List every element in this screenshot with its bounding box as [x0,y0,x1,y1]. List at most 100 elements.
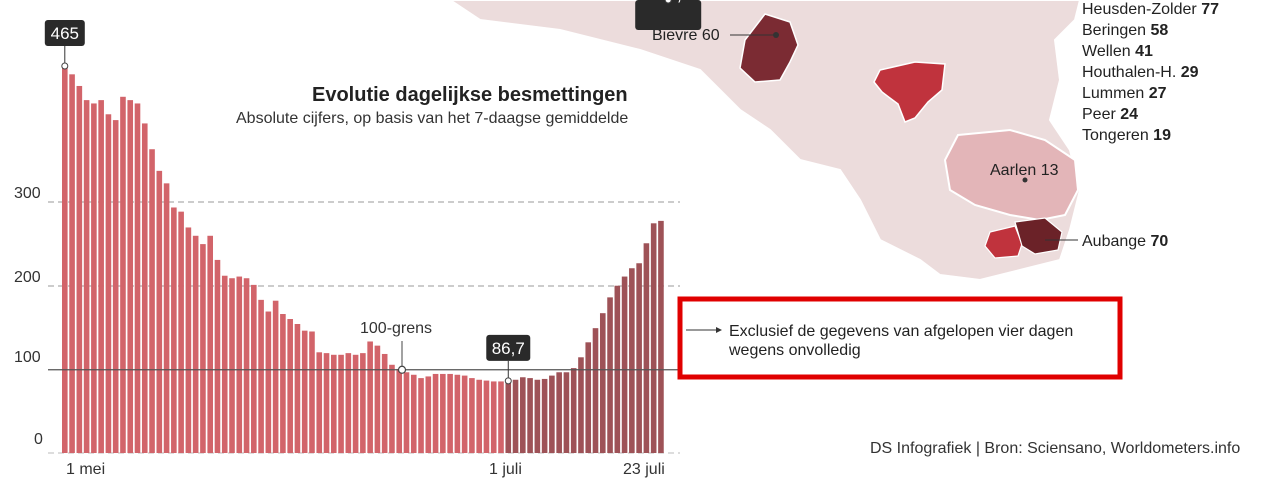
bar [163,183,170,453]
bar [207,235,213,453]
map-region-luxembourg [943,128,1080,222]
bar [345,353,352,453]
bar [120,96,126,453]
bar [309,331,315,453]
province-map [448,0,1082,282]
bar [374,345,381,453]
bar [643,243,650,453]
source-credit: DS Infografiek | Bron: Sciensano, Worldo… [870,440,1240,457]
bar [69,74,75,453]
bievre-marker [773,32,779,38]
bar [425,376,432,453]
bar [272,300,279,453]
bar [658,220,664,453]
chart-subtitle: Absolute cijfers, op basis van het 7-daa… [236,110,628,127]
bar [316,352,323,453]
bar [476,379,482,453]
municipality-item: Lummen 27 [1082,85,1167,102]
municipality-item: Heusden-Zolder 77 [1082,1,1219,18]
bar [352,354,359,453]
note-arrow-head [716,327,722,333]
bar [454,374,461,453]
callout-marker [664,0,672,4]
bar [200,244,206,453]
bar [367,341,373,453]
bar [91,103,97,453]
bar [410,374,417,453]
bar [607,297,613,453]
bar [650,223,657,453]
chart-title: Evolutie dagelijkse besmettingen [312,84,628,106]
bar [534,379,541,453]
bar [192,235,199,453]
municipality-item: Houthalen-H. 29 [1082,64,1199,81]
bar [214,259,221,453]
bar [280,314,286,453]
bar [570,368,577,453]
bar [527,378,533,453]
bar [338,354,344,453]
bar [563,372,570,453]
bar [636,263,642,453]
chart-bars [62,66,664,454]
x-tick-label: 23 juli [623,461,665,478]
note-line-2: wegens onvolledig [728,342,861,359]
bar [360,353,366,453]
bar [178,211,184,453]
bar [418,378,424,453]
bar [98,100,104,454]
bar [221,275,228,453]
x-axis: 1 mei 1 juli 23 juli [66,461,665,478]
bar [389,364,395,453]
bar [127,100,134,454]
bar [134,103,141,453]
callout-box [486,334,531,361]
bar [323,353,330,453]
bar [520,377,526,453]
bar [432,373,439,453]
bar [330,354,337,453]
bar [76,85,83,453]
map-label-bievre: Bievre 60 [652,27,720,44]
map-label-aarlen: Aarlen 13 [990,162,1059,179]
bar [265,311,272,453]
bar [541,378,548,453]
bar [498,381,504,453]
y-axis: 300 200 100 0 [14,185,43,448]
bar [461,375,468,453]
map-region-south-1 [984,225,1023,259]
bar [258,299,264,453]
bar [229,278,235,453]
bar [469,378,475,453]
aarlen-marker [1022,177,1028,183]
municipality-item: Tongeren 19 [1082,127,1171,144]
bar [440,373,446,453]
bar [301,330,308,453]
bar [236,276,243,453]
bar [556,372,562,453]
y-tick-label: 0 [34,431,43,448]
bar [243,278,250,453]
bar [149,149,155,454]
map-region-aubange [1014,217,1063,255]
bar [447,373,453,453]
bar [287,319,293,453]
bar [599,313,606,453]
bar [156,170,163,454]
threshold-label: 100-grens [360,320,432,337]
y-tick-label: 200 [14,269,41,286]
bar [483,380,490,453]
note-line-1: Exclusief de gegevens van afgelopen vier… [729,323,1073,340]
bar [83,100,90,454]
threshold-marker [397,365,407,374]
bar [171,207,177,453]
bar [490,381,497,453]
callout-box [635,0,702,30]
callout-label: 86,7 [492,339,525,358]
x-tick-label: 1 juli [489,461,522,478]
map-region-center [873,61,946,123]
y-tick-label: 300 [14,185,41,202]
bar [141,123,148,454]
